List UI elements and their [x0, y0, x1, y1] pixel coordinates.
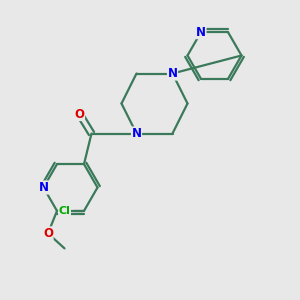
Text: N: N	[196, 26, 206, 39]
Text: O: O	[74, 107, 85, 121]
Text: N: N	[38, 181, 49, 194]
Text: N: N	[131, 127, 142, 140]
Text: O: O	[43, 227, 53, 240]
Text: N: N	[167, 67, 178, 80]
Text: Cl: Cl	[58, 206, 70, 216]
